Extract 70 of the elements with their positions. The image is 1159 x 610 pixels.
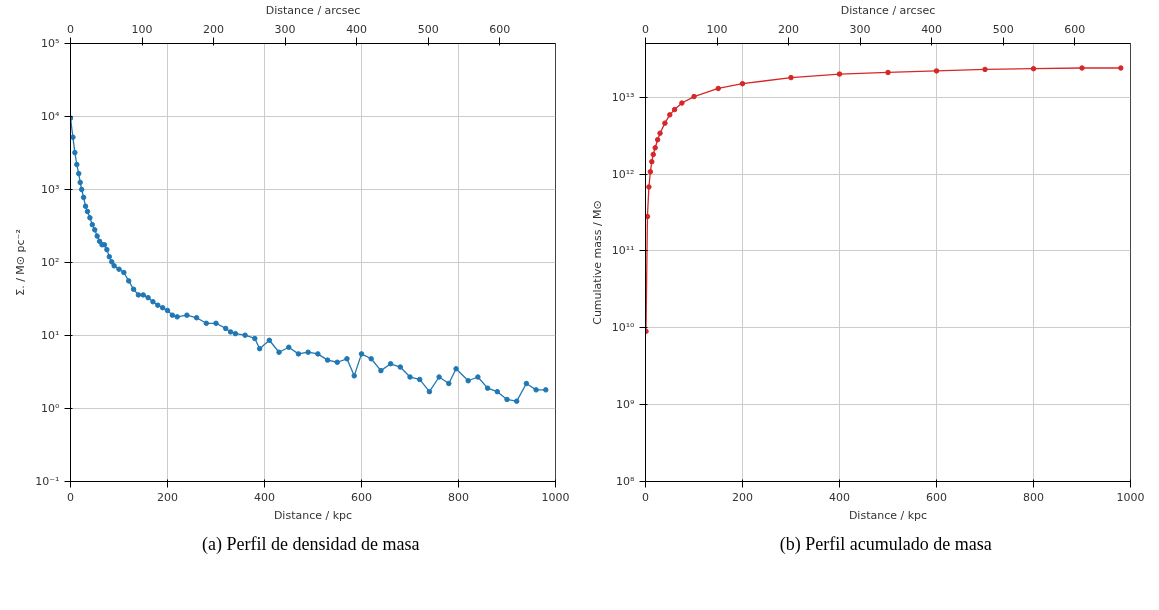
- x-tick-label: 800: [1023, 490, 1044, 504]
- x2-axis-title: Distance / arcsec: [840, 3, 936, 17]
- point: [1118, 65, 1124, 71]
- x-axis-title: Distance / kpc: [273, 508, 353, 522]
- y-tick-label: 10⁹: [616, 398, 635, 412]
- y-tick-label: 10¹³: [611, 90, 635, 104]
- point: [650, 151, 657, 158]
- point: [1079, 65, 1085, 71]
- x-axis-title: Distance / kpc: [848, 508, 928, 522]
- y-tick-label: 10¹: [41, 329, 60, 342]
- point: [679, 100, 685, 106]
- y-tick-label: 10⁴: [41, 110, 61, 123]
- x2-tick-label: 200: [778, 22, 800, 36]
- x2-tick-label: 400: [921, 22, 943, 36]
- x-tick-label: 400: [254, 490, 275, 504]
- y-tick-label: 10¹²: [611, 167, 635, 181]
- point: [933, 68, 940, 74]
- x2-tick-label: 600: [1064, 22, 1086, 36]
- x-tick-label: 1000: [541, 490, 570, 504]
- point: [671, 106, 678, 113]
- point: [1030, 65, 1037, 72]
- y-tick-label: 10¹⁰: [611, 321, 636, 335]
- point: [662, 120, 668, 126]
- y-tick-label: 10⁰: [41, 402, 61, 415]
- x2-tick-label: 300: [274, 22, 296, 36]
- x-tick-label: 800: [448, 490, 469, 504]
- text: (b) Perfil acumulado de masa: [779, 533, 992, 555]
- x-tick-label: 600: [351, 490, 372, 504]
- point: [982, 66, 988, 73]
- point: [654, 136, 661, 143]
- point: [652, 145, 658, 151]
- x2-tick-label: 500: [417, 22, 439, 36]
- x2-tick-label: 0: [642, 22, 649, 36]
- y-tick-label: 10⁸: [616, 475, 636, 488]
- point: [649, 158, 655, 165]
- x-tick-label: 1000: [1116, 490, 1145, 504]
- x2-tick-label: 100: [131, 22, 153, 36]
- x2-tick-label: 400: [346, 22, 368, 36]
- y-tick-label: 10³: [41, 183, 60, 196]
- x-tick-label: 0: [642, 490, 649, 504]
- point: [647, 169, 654, 175]
- point: [667, 112, 673, 118]
- point: [715, 85, 721, 92]
- y-tick-label: 10⁵: [41, 37, 60, 50]
- point: [646, 184, 652, 190]
- x-tick-label: 200: [732, 490, 753, 504]
- y-tick-label: 10¹¹: [611, 244, 635, 258]
- point: [739, 80, 746, 87]
- text: (a) Perfil de densidad de masa: [202, 533, 420, 555]
- y-axis-title: Cumulative mass / M⊙: [590, 200, 604, 325]
- x2-tick-label: 500: [992, 22, 1014, 36]
- x2-tick-label: 300: [849, 22, 871, 36]
- point: [885, 69, 891, 76]
- x2-tick-label: 0: [67, 22, 74, 36]
- y-tick-label: 10⁻¹: [35, 475, 60, 488]
- point: [691, 93, 697, 100]
- point: [836, 71, 843, 77]
- point: [657, 130, 663, 136]
- y-axis-title: Σ. / M⊙ pc⁻²: [14, 229, 28, 296]
- point: [788, 74, 794, 81]
- point: [645, 213, 651, 220]
- x2-tick-label: 200: [203, 22, 225, 36]
- x2-tick-label: 600: [489, 22, 511, 36]
- x-tick-label: 0: [67, 490, 74, 504]
- x2-tick-label: 100: [706, 22, 728, 36]
- x-tick-label: 600: [926, 490, 947, 504]
- x-tick-label: 200: [157, 490, 178, 504]
- y-tick-label: 10²: [41, 256, 60, 269]
- x-tick-label: 400: [829, 490, 850, 504]
- x2-axis-title: Distance / arcsec: [265, 3, 361, 17]
